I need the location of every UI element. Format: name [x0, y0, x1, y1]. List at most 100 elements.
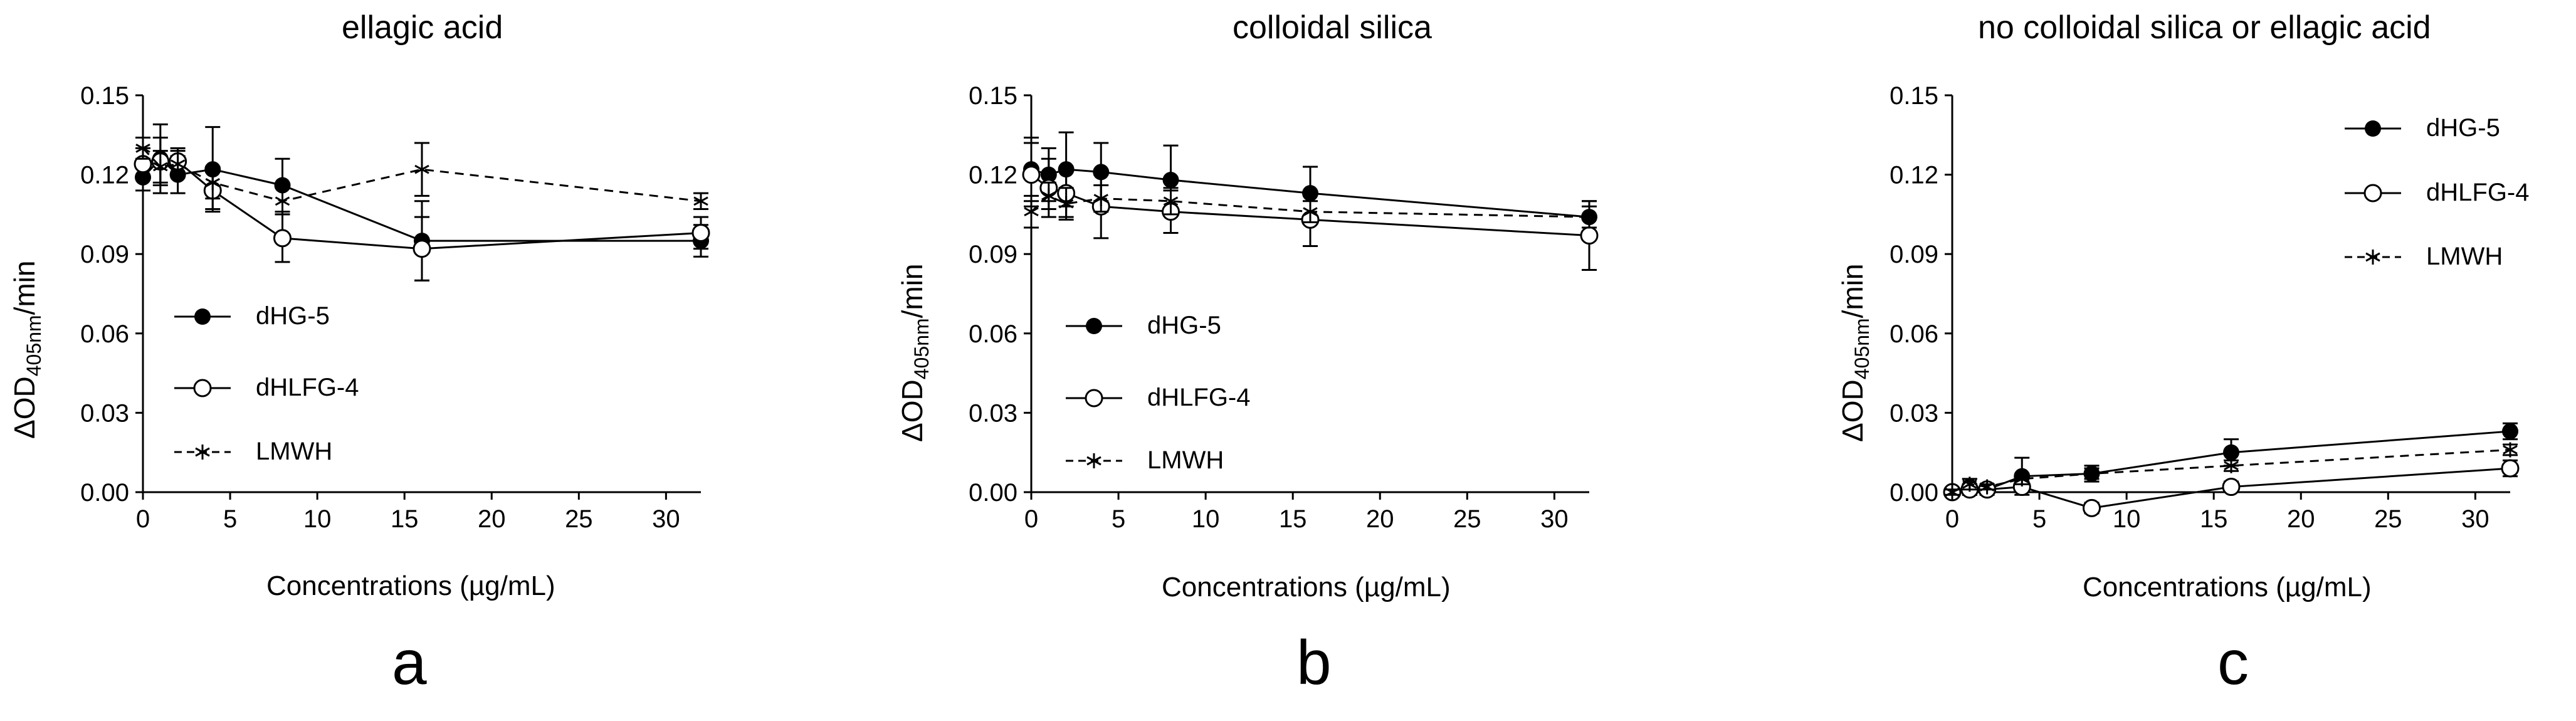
chart-a-y-tick-label: 0.03	[80, 399, 129, 427]
legend-label: dHG-5	[1147, 312, 1221, 339]
chart-c-y-tick-label: 0.12	[1890, 162, 1938, 189]
chart-b-x-tick-label: 25	[1453, 505, 1481, 533]
chart-a-series-lmwh	[135, 137, 708, 216]
chart-c-svg: 0.00 0.03 0.06 0.09 0.12 0.15 0 5 10 15 20 25 30	[1890, 82, 2520, 533]
chart-c-point-lmwh-stroke	[2084, 469, 2100, 478]
chart-c-x-tick-label: 20	[2287, 505, 2315, 533]
panel-c: 0.00 0.03 0.06 0.09 0.12 0.15 0 5 10 15 20 25 30 no …	[1718, 0, 2576, 721]
chart-c-point-lmwh	[2084, 466, 2100, 482]
chart-c-x-tick-label: 25	[2374, 505, 2402, 533]
chart-b-point-lmwh	[1041, 188, 1056, 204]
chart-c-legend: dHG-5 dHLFG-4 LMWH	[2338, 113, 2552, 276]
legend-label: dHLFG-4	[256, 374, 359, 401]
chart-b-point-lmwh-stroke	[1163, 196, 1179, 206]
chart-b-svg: 0.00 0.03 0.06 0.09 0.12 0.15 0 5 10 15 20 25 30	[969, 82, 1599, 533]
chart-c-y-tick-label: 0.00	[1890, 479, 1938, 507]
chart-b-panel-label: b	[1296, 628, 1332, 698]
chart-b-y-tick-label: 0.03	[969, 399, 1017, 427]
legend-label: LMWH	[1147, 446, 1224, 474]
chart-c-point-lmwh	[2014, 471, 2029, 487]
chart-b-point-dhlfg4	[1580, 226, 1599, 245]
chart-a-y-tick-label: 0.00	[80, 479, 129, 507]
chart-a-point-lmwh-stroke	[205, 177, 220, 187]
chart-b-x-tick-label: 5	[1112, 505, 1125, 533]
chart-c-panel-label: c	[2217, 628, 2249, 698]
chart-b-point-lmwh	[1582, 209, 1597, 225]
chart-b-legend: dHG-5 dHLFG-4 LMWH	[1059, 310, 1285, 474]
chart-b-x-tick-label: 20	[1366, 505, 1394, 533]
chart-a-x-tick-label: 15	[391, 505, 419, 533]
chart-a-point-lmwh	[275, 193, 290, 209]
chart-a-x-tick-label: 20	[478, 505, 506, 533]
chart-b-y-tick-label: 0.06	[969, 320, 1017, 348]
chart-a-point-lmwh-stroke	[414, 164, 429, 174]
chart-b-point-lmwh	[1163, 193, 1179, 209]
chart-a-xlabel: Concentrations (µg/mL)	[266, 571, 555, 601]
chart-c-y-tick-label: 0.09	[1890, 241, 1938, 268]
chart-b-point-lmwh-stroke	[1582, 212, 1597, 222]
chart-b-point-lmwh-stroke	[1058, 199, 1074, 209]
chart-c-point-lmwh-stroke	[1962, 480, 1977, 489]
chart-a-x-tick-label: 0	[136, 505, 150, 533]
chart-c-point-lmwh	[1945, 485, 1960, 500]
chart-a-point-dhlfg4	[691, 223, 710, 242]
chart-a-svg: 0.00 0.03 0.06 0.09 0.12 0.15 0 5 10 15 20 25 30	[80, 82, 710, 533]
chart-c-x-tick-label: 5	[2032, 505, 2046, 533]
legend-label: dHG-5	[2426, 114, 2500, 142]
chart-b-x-tick-label: 30	[1540, 505, 1569, 533]
chart-a-y-tick-label: 0.09	[80, 241, 129, 268]
panel-a: 0.00 0.03 0.06 0.09 0.12 0.15 0 5 10 15 20 25 30 ell…	[0, 0, 859, 721]
chart-b-point-lmwh-stroke	[1024, 207, 1039, 216]
chart-b-point-lmwh	[1303, 204, 1318, 219]
legend-label: dHG-5	[256, 302, 330, 330]
chart-a-x-tick-label: 10	[303, 505, 332, 533]
chart-a-y-tick-label: 0.12	[80, 162, 129, 189]
chart-c-point-dhg5	[2223, 444, 2239, 461]
chart-a-title: ellagic acid	[342, 9, 503, 46]
chart-b-x-tick-label: 10	[1192, 505, 1220, 533]
chart-c-y-tick-label: 0.03	[1890, 399, 1938, 427]
chart-c-point-lmwh	[1979, 479, 1995, 495]
chart-a-point-lmwh-stroke	[275, 196, 290, 206]
chart-c-series-lmwh	[1945, 442, 2518, 500]
chart-b-x-tick-label: 15	[1279, 505, 1307, 533]
chart-c-title: no colloidal silica or ellagic acid	[1978, 9, 2431, 46]
chart-a-y-tick-label: 0.15	[80, 82, 129, 110]
chart-a-point-lmwh	[153, 159, 168, 174]
chart-c-ylabel: ΔOD405nm/min	[1836, 263, 1874, 442]
chart-b-point-dhlfg4	[1022, 166, 1041, 184]
chart-b-ylabel: ΔOD405nm/min	[896, 263, 933, 442]
chart-b-point-lmwh-stroke	[1093, 194, 1108, 203]
chart-b-xlabel: Concentrations (µg/mL)	[1162, 572, 1451, 603]
chart-c-point-lmwh	[2503, 442, 2518, 458]
legend-label: LMWH	[256, 438, 333, 465]
chart-b-y-tick-label: 0.00	[969, 479, 1017, 507]
chart-a-point-lmwh	[693, 193, 708, 209]
chart-b-y-tick-label: 0.12	[969, 162, 1017, 189]
chart-a-x-tick-label: 5	[223, 505, 237, 533]
chart-c-x-tick-label: 10	[2113, 505, 2141, 533]
chart-c-point-lmwh-stroke	[1979, 482, 1995, 492]
legend-label: dHLFG-4	[1147, 384, 1251, 411]
chart-b-title: colloidal silica	[1233, 9, 1432, 46]
chart-a-point-lmwh-stroke	[170, 159, 186, 169]
chart-c-y-tick-label: 0.06	[1890, 320, 1938, 348]
chart-b-point-dhg5	[1162, 172, 1179, 189]
chart-b-y-tick-label: 0.09	[969, 241, 1017, 268]
panel-b: 0.00 0.03 0.06 0.09 0.12 0.15 0 5 10 15 20 25 30 col…	[859, 0, 1718, 721]
chart-a-x-tick-label: 25	[565, 505, 593, 533]
chart-a-point-lmwh	[135, 140, 150, 156]
chart-a-ylabel: ΔOD405nm/min	[8, 260, 46, 439]
legend-label: dHLFG-4	[2426, 179, 2530, 206]
chart-b-point-lmwh	[1058, 196, 1074, 212]
chart-c-point-lmwh-stroke	[2224, 461, 2239, 471]
chart-b-x-tick-label: 0	[1024, 505, 1038, 533]
legend-label: LMWH	[2426, 243, 2503, 270]
chart-a-point-lmwh	[170, 156, 186, 172]
chart-b-y-tick-label: 0.15	[969, 82, 1017, 110]
chart-a-point-lmwh	[414, 162, 429, 177]
chart-a-point-dhg5	[274, 177, 291, 194]
chart-a-point-dhlfg4	[273, 229, 292, 248]
chart-a-x-tick-label: 30	[652, 505, 680, 533]
chart-b-series-lmwh	[1024, 181, 1597, 229]
